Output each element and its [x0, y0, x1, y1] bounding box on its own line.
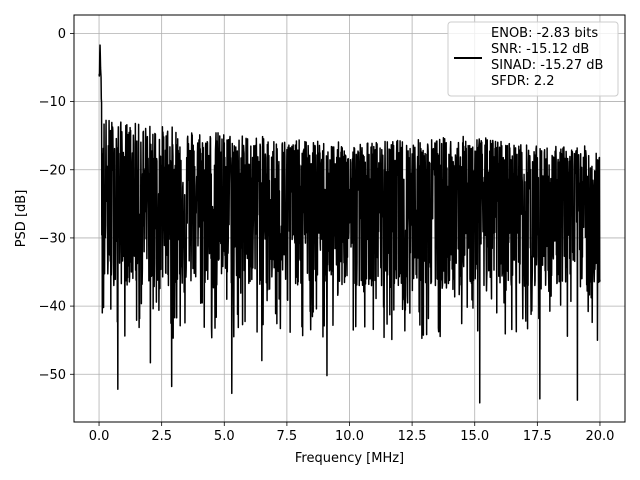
x-axis-ticks: 0.0 2.5 5.0 7.5 10.0 12.5 15.0 17.5 20.0 — [89, 422, 614, 444]
y-tick-label: −30 — [39, 231, 66, 246]
x-tick-label: 0.0 — [89, 429, 110, 444]
legend-sfdr: SFDR: 2.2 — [491, 74, 555, 89]
x-tick-label: 7.5 — [277, 429, 298, 444]
y-axis-ticks: 0 −10 −20 −30 −40 −50 — [39, 27, 74, 383]
legend-sinad: SINAD: -15.27 dB — [491, 58, 603, 73]
legend: ENOB: -2.83 bits SNR: -15.12 dB SINAD: -… — [447, 21, 619, 97]
y-tick-label: −20 — [39, 163, 66, 178]
x-tick-label: 12.5 — [398, 429, 427, 444]
x-tick-label: 10.0 — [335, 429, 364, 444]
x-tick-label: 15.0 — [460, 429, 489, 444]
x-tick-label: 2.5 — [151, 429, 172, 444]
axes-frame — [73, 14, 626, 423]
y-tick-label: −10 — [39, 95, 66, 110]
plot-area — [98, 44, 601, 404]
x-tick-label: 5.0 — [214, 429, 235, 444]
x-axis-label: Frequency [MHz] — [295, 451, 404, 466]
y-tick-label: −50 — [39, 368, 66, 383]
x-tick-label: 20.0 — [585, 429, 614, 444]
legend-snr: SNR: -15.12 dB — [491, 42, 589, 57]
y-tick-label: 0 — [58, 27, 66, 42]
legend-enob: ENOB: -2.83 bits — [491, 26, 598, 41]
legend-box — [447, 21, 619, 97]
x-tick-label: 17.5 — [523, 429, 552, 444]
y-tick-label: −40 — [39, 300, 66, 315]
y-axis-label: PSD [dB] — [14, 190, 29, 248]
psd-series-line — [98, 44, 601, 404]
